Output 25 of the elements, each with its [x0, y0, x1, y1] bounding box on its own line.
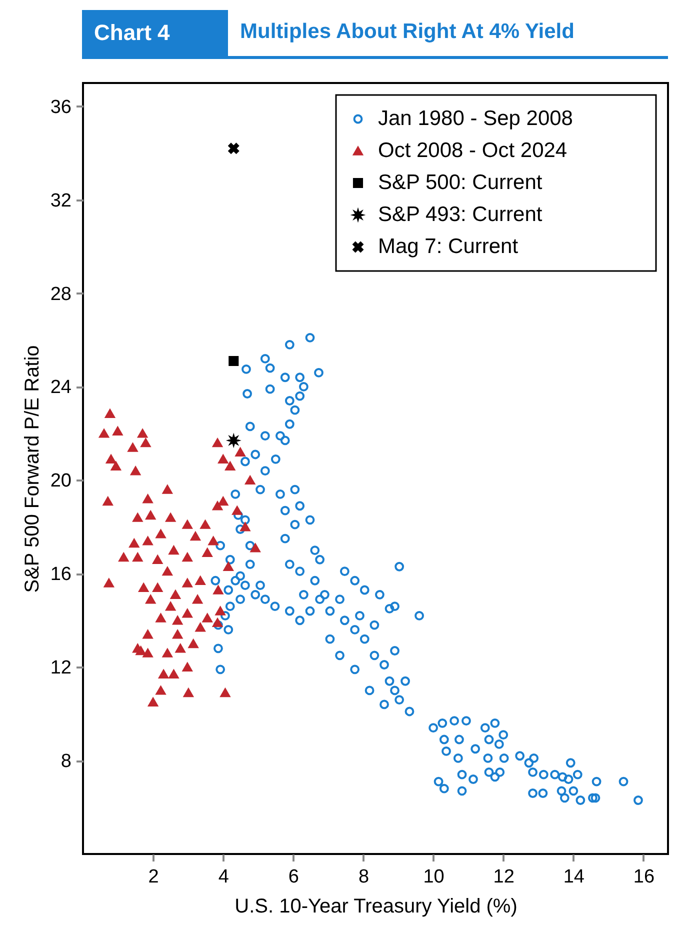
legend-label: Mag 7: Current [378, 235, 518, 258]
y-tick-label: 16 [50, 564, 72, 586]
y-tick-label: 28 [50, 284, 72, 305]
x-tick-label: 6 [288, 866, 299, 888]
x-axis-title: U.S. 10-Year Treasury Yield (%) [234, 896, 518, 918]
legend-label: Jan 1980 - Sep 2008 [378, 107, 573, 130]
chart-title: Multiples About Right At 4% Yield [240, 20, 574, 44]
y-tick-label: 8 [60, 751, 72, 772]
x-tick-label: 16 [633, 866, 655, 888]
x-tick-label: 2 [148, 866, 159, 888]
x-tick-label: 12 [493, 866, 514, 888]
y-tick-label: 20 [50, 470, 72, 492]
y-axis-title: S&P 500 Forward P/E Ratio [21, 345, 44, 593]
x-tick-label: 4 [218, 866, 230, 888]
y-tick-label: 24 [50, 377, 72, 398]
x-tick-label: 8 [358, 866, 370, 888]
y-tick-label: 36 [50, 96, 72, 118]
y-tick-label: 32 [50, 190, 72, 212]
legend-label: S&P 500: Current [378, 171, 542, 194]
chart-subtitle: Chart 4 [82, 10, 228, 56]
legend-label: Oct 2008 - Oct 2024 [378, 139, 568, 162]
y-tick-label: 12 [50, 658, 72, 679]
x-tick-label: 10 [423, 866, 444, 888]
x-tick-label: 14 [563, 866, 585, 888]
legend-label: S&P 493: Current [378, 203, 542, 226]
